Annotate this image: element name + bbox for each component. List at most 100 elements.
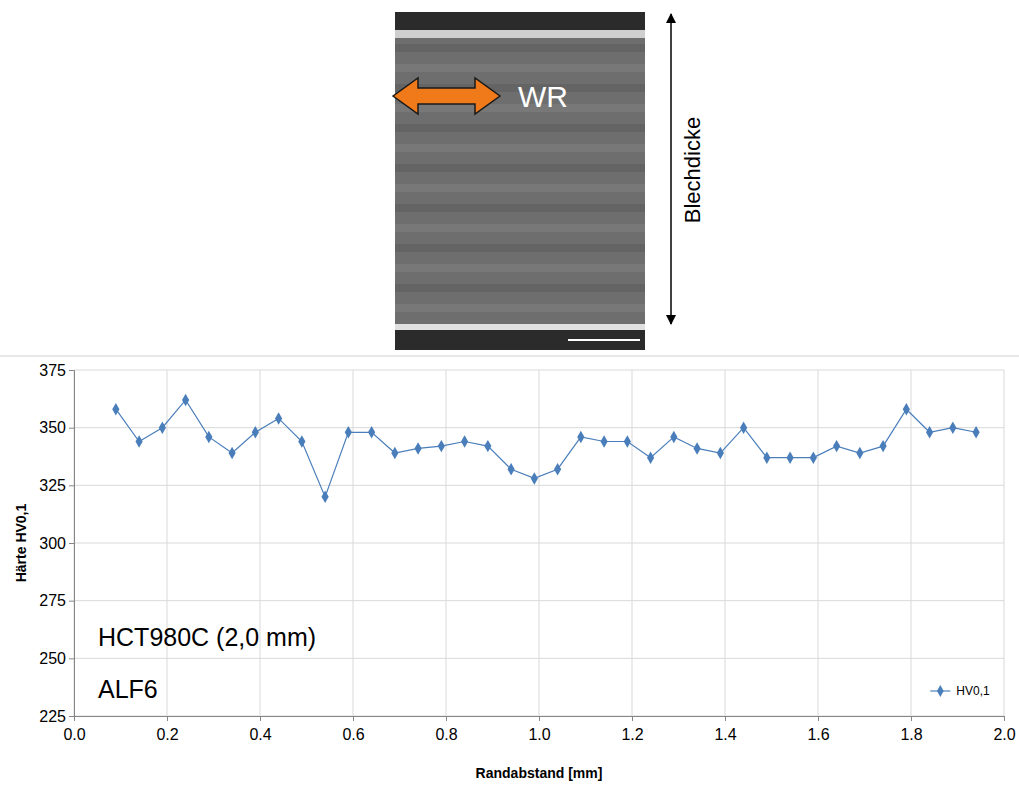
grid-line-y	[74, 370, 1004, 371]
x-tick: 1.6	[807, 716, 829, 743]
grid-line-y	[74, 485, 1004, 486]
data-point	[554, 463, 561, 475]
data-point	[833, 440, 840, 452]
data-point	[298, 435, 305, 447]
data-point	[205, 431, 212, 443]
y-tick: 325	[39, 477, 74, 494]
x-tick-mark	[539, 716, 540, 721]
x-tick-label: 0.2	[156, 726, 178, 743]
x-tick-label: 0.8	[435, 726, 457, 743]
x-tick-label: 0.6	[342, 726, 364, 743]
data-point	[135, 435, 142, 447]
data-point	[112, 403, 119, 415]
x-axis: 0.00.20.40.60.81.01.21.41.61.82.0	[63, 716, 1015, 743]
x-tick-mark	[260, 716, 261, 721]
plot-area	[112, 394, 979, 503]
x-tick: 1.4	[714, 716, 736, 743]
data-point	[717, 447, 724, 459]
data-point	[484, 440, 491, 452]
y-tick-label: 300	[39, 535, 66, 552]
data-point	[275, 412, 282, 424]
y-tick: 225	[39, 708, 74, 725]
x-tick: 1.0	[528, 716, 550, 743]
annotation: HCT980C (2,0 mm)	[98, 623, 316, 651]
y-axis: 225 250 275 300 325 350 375	[39, 362, 74, 725]
data-point	[228, 447, 235, 459]
data-point	[577, 431, 584, 443]
x-tick-mark	[446, 716, 447, 721]
x-tick-mark	[818, 716, 819, 721]
micrograph-band	[395, 284, 645, 292]
x-tick: 1.2	[621, 716, 643, 743]
micrograph-edge-bottom	[395, 324, 645, 330]
data-point	[879, 440, 886, 452]
y-tick: 275	[39, 592, 74, 609]
thickness-arrow	[670, 14, 672, 324]
y-tick-mark	[69, 658, 74, 659]
x-tick: 0.2	[156, 716, 178, 743]
micrograph-band	[395, 264, 645, 272]
x-tick-mark	[353, 716, 354, 721]
arrow-label: WR	[518, 80, 568, 113]
series-line	[116, 400, 976, 497]
scale-bar	[568, 339, 640, 341]
x-tick: 1.8	[900, 716, 922, 743]
x-axis-title: Randabstand [mm]	[476, 765, 603, 781]
data-point	[763, 451, 770, 463]
data-point	[252, 426, 259, 438]
y-tick-label: 250	[39, 650, 66, 667]
y-tick-label: 375	[39, 362, 66, 379]
y-tick-mark	[69, 485, 74, 486]
canvas: WRBlechdicke0.00.20.40.60.81.01.21.41.61…	[0, 0, 1019, 785]
x-axis-line	[75, 717, 1005, 722]
data-point	[507, 463, 514, 475]
micrograph: WRBlechdicke	[393, 12, 705, 350]
legend-marker	[937, 685, 944, 697]
y-tick: 350	[39, 419, 74, 436]
x-tick-mark	[911, 716, 912, 721]
data-point	[810, 451, 817, 463]
grid-line-y	[74, 658, 1004, 659]
data-point	[391, 447, 398, 459]
micrograph-band	[395, 204, 645, 212]
micrograph-band	[395, 184, 645, 192]
data-point	[414, 442, 421, 454]
data-point	[903, 403, 910, 415]
y-tick: 250	[39, 650, 74, 667]
data-point	[368, 426, 375, 438]
y-axis-title: Härte HV0,1	[13, 503, 29, 582]
y-tick-mark	[69, 601, 74, 602]
y-tick-label: 325	[39, 477, 66, 494]
data-point	[600, 435, 607, 447]
micrograph-body	[395, 38, 645, 324]
x-tick-label: 1.0	[528, 726, 550, 743]
grid	[74, 370, 1004, 716]
data-point	[182, 394, 189, 406]
y-tick: 300	[39, 535, 74, 552]
y-tick: 375	[39, 362, 74, 379]
data-point	[786, 451, 793, 463]
x-tick-label: 1.2	[621, 726, 643, 743]
micrograph-band	[395, 304, 645, 312]
micrograph-band	[395, 244, 645, 252]
x-tick: 0.6	[342, 716, 364, 743]
data-point	[972, 426, 979, 438]
x-tick: 0.8	[435, 716, 457, 743]
direction-arrow	[393, 78, 500, 114]
data-point	[693, 442, 700, 454]
separator	[0, 356, 1019, 357]
x-tick: 0.0	[63, 716, 85, 743]
data-point	[321, 491, 328, 503]
data-point	[647, 451, 654, 463]
x-tick-mark	[725, 716, 726, 721]
data-point	[949, 421, 956, 433]
x-tick-mark	[1004, 716, 1005, 721]
x-tick-label: 0.0	[63, 726, 85, 743]
micrograph-edge-top	[395, 30, 645, 38]
micrograph-band	[395, 224, 645, 232]
data-point	[345, 426, 352, 438]
data-point	[438, 440, 445, 452]
micrograph-band	[395, 144, 645, 152]
y-tick-label: 350	[39, 419, 66, 436]
grid-line-y	[74, 543, 1004, 544]
